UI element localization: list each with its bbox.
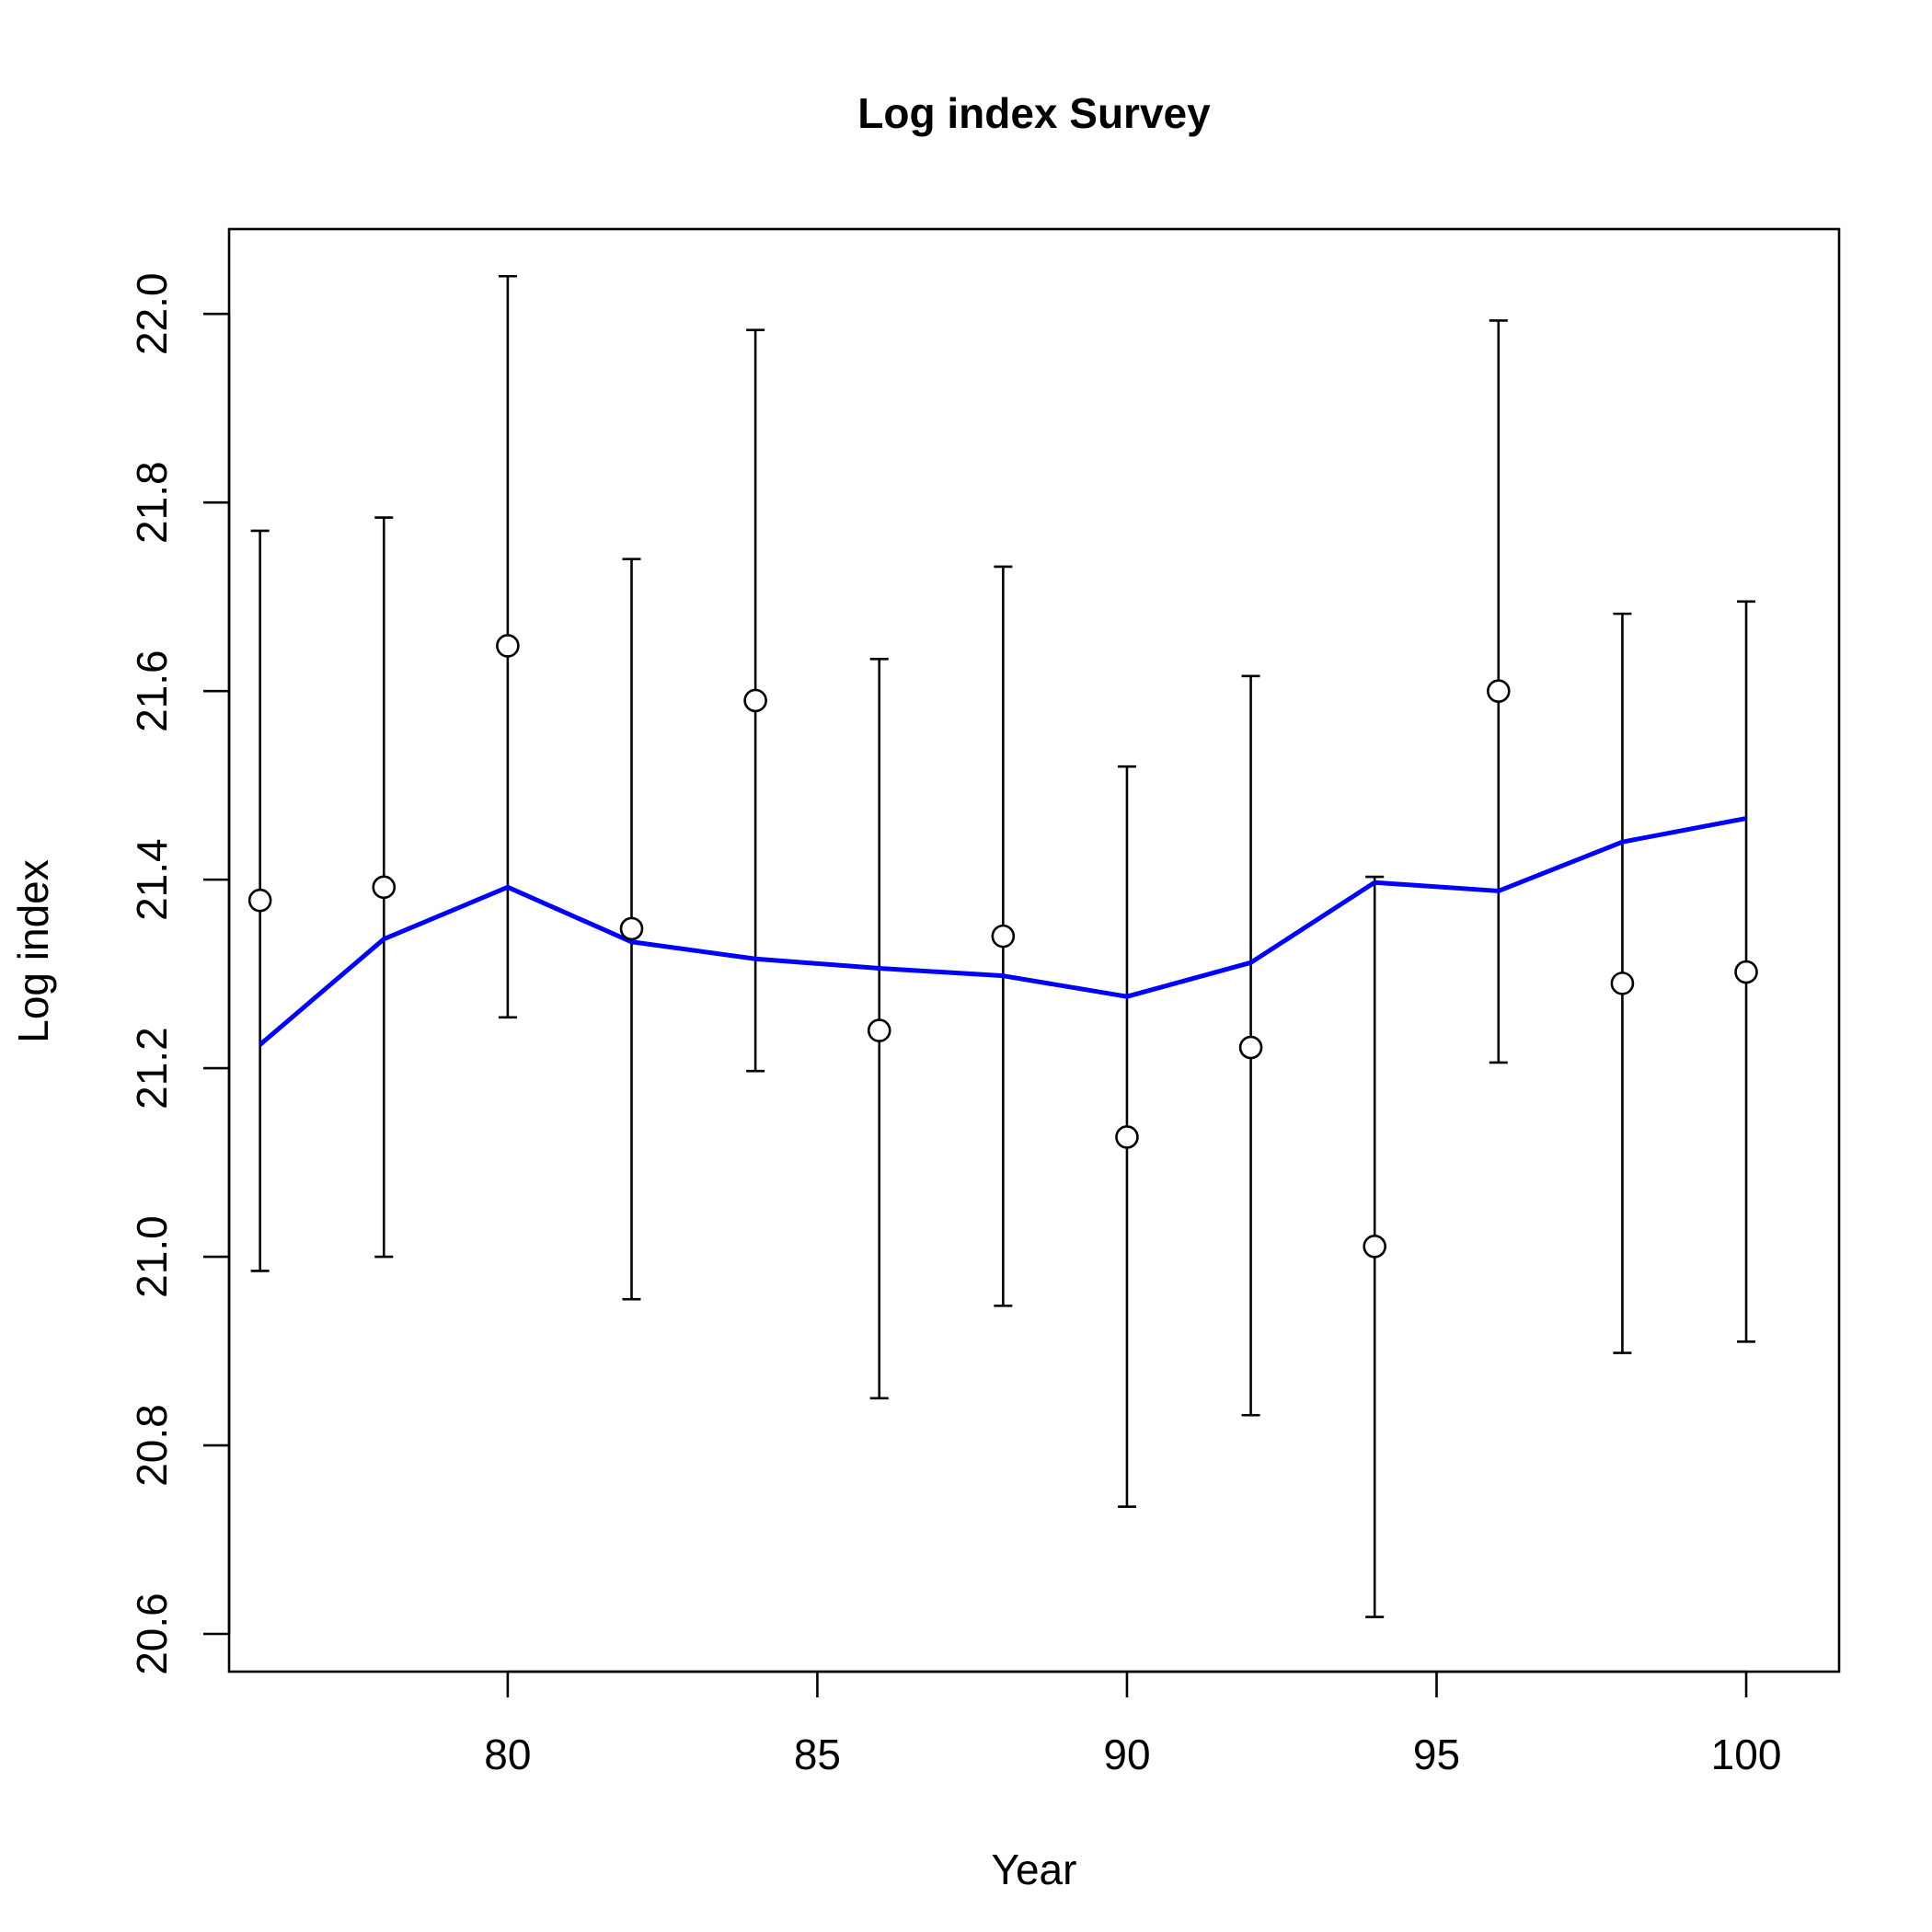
y-tick-label: 21.0 — [128, 1215, 176, 1298]
y-tick-label: 21.2 — [128, 1027, 176, 1110]
fitted-series — [259, 816, 1747, 1047]
data-point — [1238, 1035, 1263, 1060]
observed-points — [247, 634, 1758, 1259]
x-tick-label: 85 — [794, 1731, 841, 1778]
y-tick-label: 21.8 — [128, 461, 176, 544]
y-tick-label: 21.4 — [128, 838, 176, 921]
y-tick-label: 21.6 — [128, 650, 176, 732]
data-point — [1363, 1234, 1386, 1259]
chart-title: Log index Survey — [857, 89, 1211, 137]
y-tick-label: 22.0 — [128, 272, 176, 355]
x-tick-label: 90 — [1103, 1731, 1150, 1778]
x-tick-label: 80 — [484, 1731, 531, 1778]
data-point — [372, 875, 397, 900]
data-point — [743, 688, 767, 713]
plot-frame — [227, 227, 1841, 1673]
y-axis-label: Log index — [9, 859, 57, 1043]
data-point — [991, 924, 1016, 949]
data-point — [1734, 960, 1758, 984]
data-point — [867, 1018, 891, 1042]
y-tick-label: 20.8 — [128, 1404, 176, 1487]
x-axis-label: Year — [992, 1846, 1077, 1893]
data-point — [247, 888, 272, 913]
x-axis: 80 85 90 95 100 — [484, 1670, 1782, 1778]
data-point — [1487, 679, 1511, 703]
fitted-line — [259, 816, 1747, 1047]
x-tick-label: 100 — [1711, 1731, 1782, 1778]
data-point — [1115, 1125, 1139, 1149]
data-point — [496, 634, 520, 658]
x-tick-label: 95 — [1413, 1731, 1460, 1778]
y-axis: 20.6 20.8 21.0 21.2 21.4 21.6 21.8 22.0 — [128, 272, 231, 1675]
y-tick-label: 20.6 — [128, 1593, 176, 1675]
data-point — [619, 916, 644, 941]
data-point — [1610, 972, 1635, 995]
